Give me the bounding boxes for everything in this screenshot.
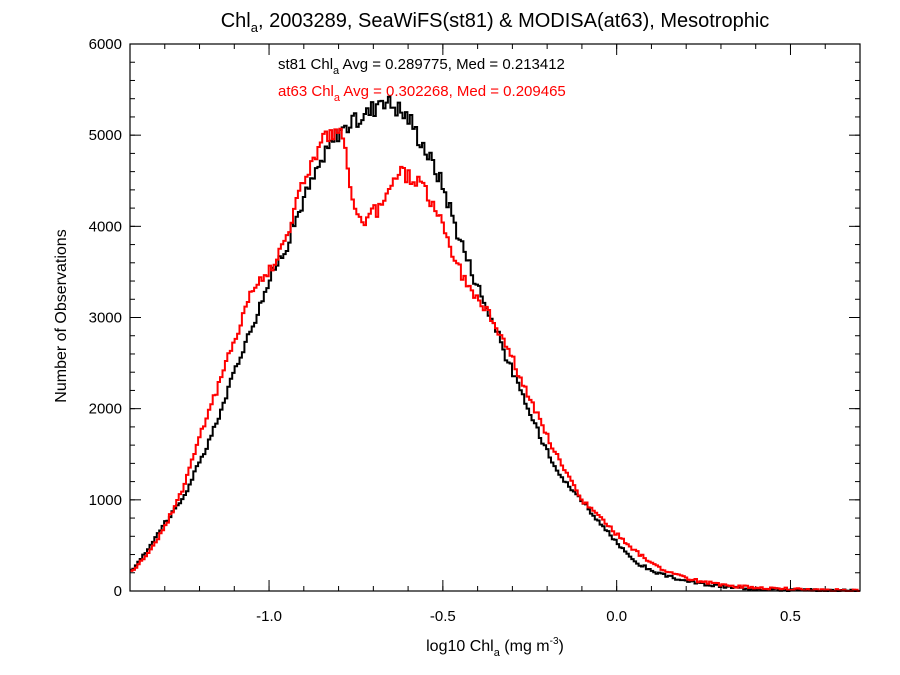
axis-ticks: -1.0 -0.5 0.0 0.5 0 1000 2000 3000 4000 5000 6000 [89,36,861,625]
y-tick-label: 3000 [89,310,122,327]
series-at63-line [130,127,860,592]
series-layer [130,95,860,592]
x-tick-label: -1.0 [256,608,282,625]
annotation-at63-stats: at63 Chla Avg = 0.302268, Med = 0.209465 [278,83,566,104]
y-axis-label: Number of Observations [53,229,70,402]
y-tick-label: 1000 [89,492,122,509]
x-axis-label: log10 Chla (mg m-3) [426,636,564,659]
y-tick-label: 5000 [89,127,122,144]
plot-frame [129,43,861,592]
y-tick-label: 4000 [89,218,122,235]
y-tick-label: 0 [114,583,122,600]
series-st81-line [130,95,860,592]
chart-title: Chla, 2003289, SeaWiFS(st81) & MODISA(at… [221,10,770,35]
x-tick-label: -0.5 [430,608,456,625]
x-tick-label: 0.0 [606,608,627,625]
x-tick-label: 0.5 [780,608,801,625]
y-tick-label: 6000 [89,36,122,53]
y-tick-label: 2000 [89,401,122,418]
annotation-st81-stats: st81 Chla Avg = 0.289775, Med = 0.213412 [278,56,565,77]
